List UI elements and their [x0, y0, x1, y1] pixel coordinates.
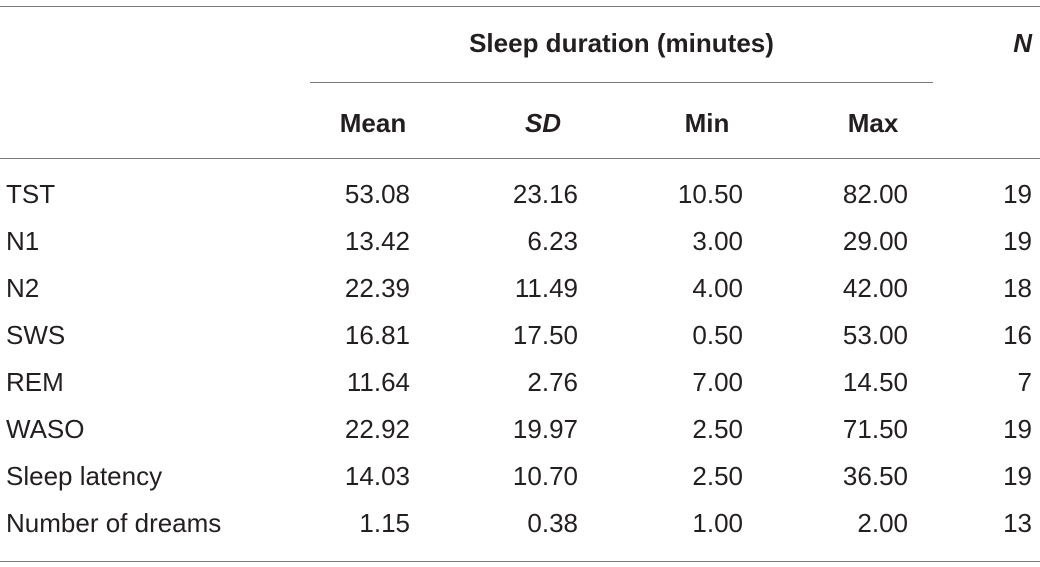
cell-max: 36.50	[842, 461, 908, 491]
cell-mean: 22.39	[344, 273, 410, 303]
cell-sd: 19.97	[512, 414, 578, 444]
cell-mean: 53.08	[344, 179, 410, 209]
row-label: TST	[6, 179, 56, 209]
cell-n: 7	[1017, 367, 1032, 397]
cell-min: 3.00	[692, 226, 743, 256]
n-header: N	[1013, 28, 1032, 58]
cell-mean: 11.64	[346, 367, 410, 397]
column-header-mean: Mean	[339, 108, 407, 138]
cell-n: 19	[1003, 461, 1032, 491]
cell-mean: 22.92	[344, 414, 410, 444]
header-bottom-rule	[0, 158, 1040, 159]
cell-sd: 10.70	[512, 461, 578, 491]
cell-sd: 2.76	[527, 367, 578, 397]
column-header-sd: SD	[524, 108, 562, 138]
row-label: Sleep latency	[6, 461, 163, 491]
cell-mean: 1.15	[359, 508, 410, 538]
row-label: WASO	[6, 414, 85, 444]
cell-mean: 16.81	[344, 320, 410, 350]
cell-sd: 23.16	[512, 179, 578, 209]
cell-sd: 6.23	[527, 226, 578, 256]
bottom-rule	[0, 561, 1040, 562]
row-label: SWS	[6, 320, 66, 350]
group-header: Sleep duration (minutes)	[469, 28, 774, 58]
cell-n: 13	[1003, 508, 1032, 538]
cell-max: 71.50	[842, 414, 908, 444]
cell-max: 29.00	[842, 226, 908, 256]
cell-sd: 11.49	[514, 273, 578, 303]
cell-min: 7.00	[692, 367, 743, 397]
row-label: REM	[6, 367, 64, 397]
cell-min: 10.50	[677, 179, 743, 209]
column-header-max: Max	[847, 108, 899, 138]
cell-max: 82.00	[842, 179, 908, 209]
cell-sd: 17.50	[512, 320, 578, 350]
cell-sd: 0.38	[527, 508, 578, 538]
cell-n: 19	[1003, 179, 1032, 209]
cell-mean: 14.03	[344, 461, 410, 491]
cell-n: 16	[1003, 320, 1032, 350]
cell-min: 4.00	[692, 273, 743, 303]
group-header-rule	[310, 82, 933, 83]
row-label: Number of dreams	[6, 508, 222, 538]
cell-mean: 13.42	[344, 226, 410, 256]
cell-min: 1.00	[692, 508, 743, 538]
cell-n: 19	[1003, 226, 1032, 256]
column-header-min: Min	[684, 108, 730, 138]
row-label: N1	[6, 226, 40, 256]
cell-max: 53.00	[842, 320, 908, 350]
cell-max: 14.50	[842, 367, 908, 397]
cell-n: 18	[1003, 273, 1032, 303]
cell-min: 2.50	[692, 461, 743, 491]
cell-max: 2.00	[857, 508, 908, 538]
cell-min: 2.50	[692, 414, 743, 444]
top-rule	[0, 6, 1040, 7]
cell-min: 0.50	[692, 320, 743, 350]
cell-n: 19	[1003, 414, 1032, 444]
cell-max: 42.00	[842, 273, 908, 303]
row-label: N2	[6, 273, 40, 303]
